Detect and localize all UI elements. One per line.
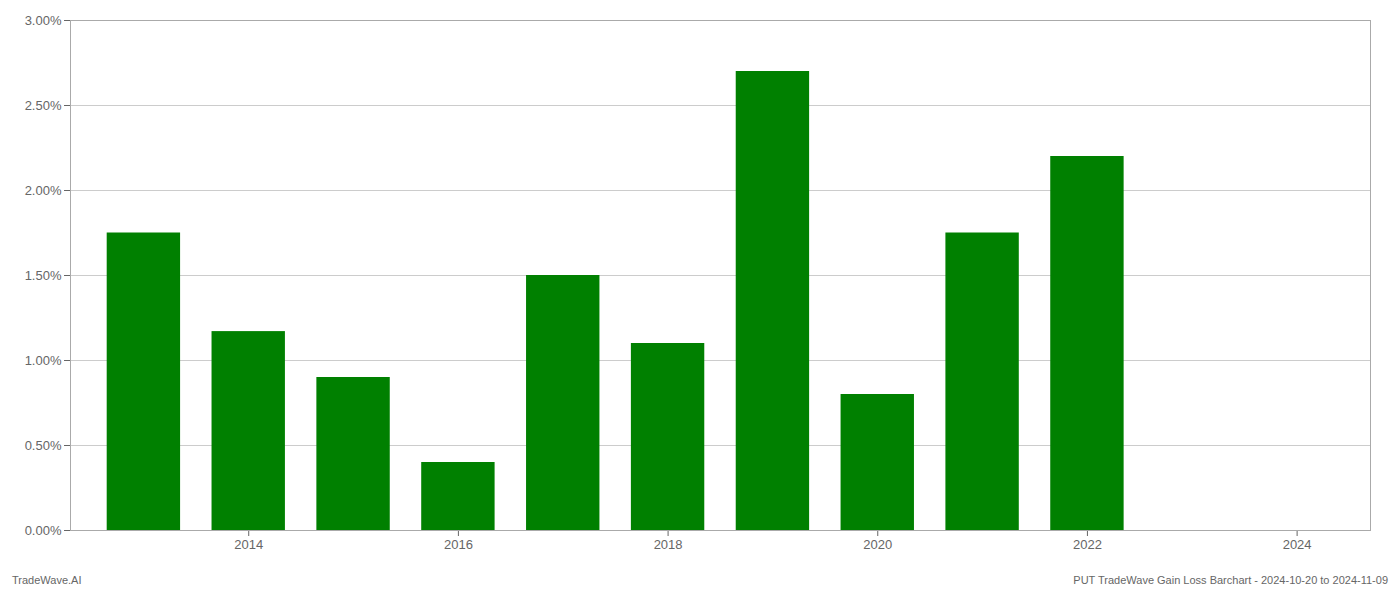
svg-text:2024: 2024 <box>1283 537 1312 552</box>
html-text:PUT TradeWave Gain Loss Barcha: PUT TradeWave Gain Loss Barchart - 2024-… <box>1073 574 1388 586</box>
svg-text:2.00%: 2.00% <box>25 183 62 198</box>
svg-text:0.50%: 0.50% <box>25 438 62 453</box>
svg-text:2022: 2022 <box>1073 537 1102 552</box>
html-text:TradeWave.AI: TradeWave.AI <box>12 574 82 586</box>
svg-text:2020: 2020 <box>863 537 892 552</box>
svg-text:0.00%: 0.00% <box>25 523 62 538</box>
svg-text:2014: 2014 <box>234 537 263 552</box>
svg-text:1.00%: 1.00% <box>25 353 62 368</box>
svg-text:2018: 2018 <box>654 537 683 552</box>
svg-text:2016: 2016 <box>444 537 473 552</box>
svg-text:1.50%: 1.50% <box>25 268 62 283</box>
svg-text:3.00%: 3.00% <box>25 13 62 28</box>
svg-text:2.50%: 2.50% <box>25 98 62 113</box>
